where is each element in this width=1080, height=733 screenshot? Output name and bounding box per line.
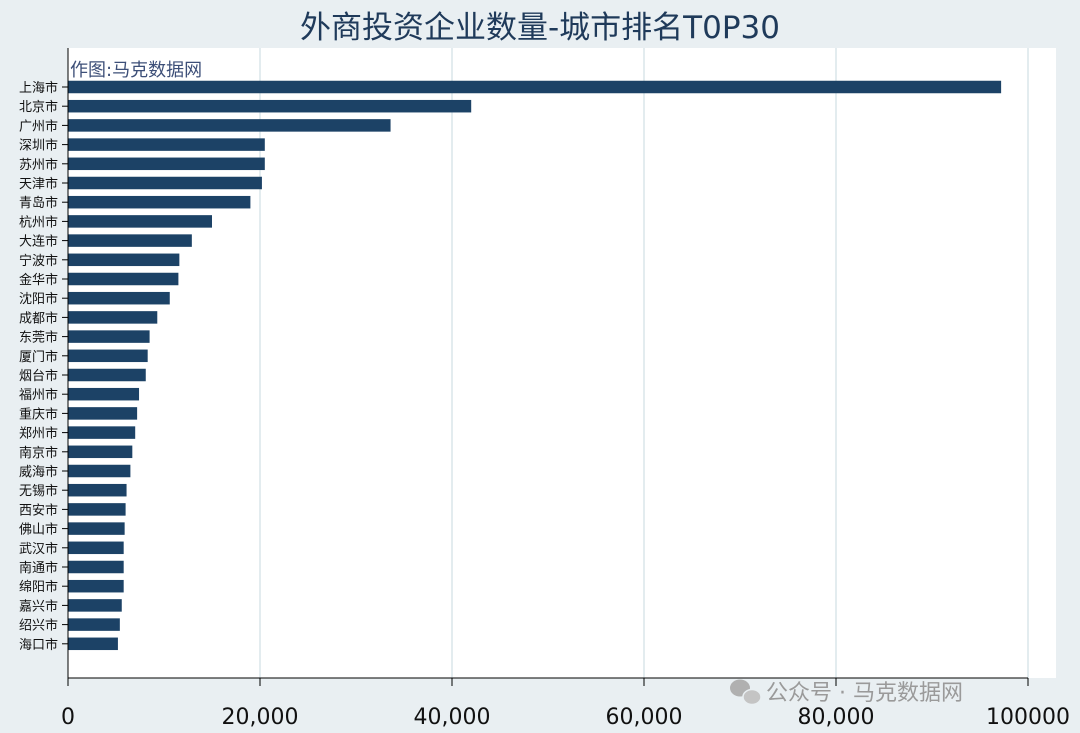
category-label: 嘉兴市: [19, 598, 58, 614]
bar: [68, 426, 136, 439]
category-label: 绍兴市: [19, 618, 58, 634]
bar: [68, 618, 120, 631]
category-label: 天津市: [19, 176, 58, 192]
bar: [68, 541, 124, 555]
chart-note: 作图:马克数据网: [70, 60, 202, 81]
bar: [68, 119, 391, 132]
x-tick-label: 60,000: [606, 705, 683, 730]
bar: [68, 253, 180, 267]
bar: [68, 138, 265, 151]
category-label: 南京市: [19, 445, 58, 461]
category-label: 烟台市: [19, 368, 58, 384]
bar: [68, 637, 118, 651]
category-label: 绵阳市: [19, 579, 58, 595]
chart-title: 外商投资企业数量-城市排名T0P30: [300, 10, 780, 46]
category-label: 西安市: [19, 502, 58, 518]
wechat-icon: [730, 679, 762, 706]
category-label: 无锡市: [19, 483, 58, 499]
category-label: 海口市: [19, 637, 58, 653]
category-label: 上海市: [19, 80, 58, 96]
bar: [68, 387, 140, 401]
watermark-text: 公众号 · 马克数据网: [766, 681, 963, 706]
bar: [68, 215, 212, 228]
category-label: 大连市: [19, 234, 58, 250]
watermark: 公众号 · 马克数据网: [730, 679, 963, 706]
category-label: 杭州市: [19, 214, 58, 230]
bar: [68, 176, 262, 190]
category-label: 福州市: [19, 387, 58, 403]
category-label: 宁波市: [19, 253, 58, 269]
category-label: 武汉市: [19, 541, 58, 557]
bar: [68, 157, 265, 171]
category-label: 郑州市: [19, 426, 58, 442]
bar: [68, 599, 122, 612]
bars: [68, 80, 1002, 651]
bar: [68, 99, 472, 113]
bar: [68, 503, 126, 516]
bar: [68, 579, 124, 593]
x-tick-label: 80,000: [798, 705, 875, 730]
category-label: 厦门市: [19, 349, 58, 365]
bar: [68, 445, 133, 459]
bar: [68, 311, 158, 324]
bar: [68, 195, 251, 209]
category-label: 东莞市: [19, 330, 58, 346]
gridlines: [259, 48, 1029, 678]
x-tick-label: 40,000: [414, 705, 491, 730]
bar: [68, 368, 146, 382]
bar: [68, 522, 125, 535]
x-tick-label: 20,000: [222, 705, 299, 730]
bar: [68, 349, 148, 363]
bar: [68, 464, 131, 478]
x-axis-ticks: 0 20,000 40,000 60,000 80,000 100000: [61, 678, 1070, 730]
category-label: 青岛市: [19, 195, 58, 211]
category-label: 重庆市: [19, 406, 58, 422]
bar: [68, 330, 150, 343]
category-label: 成都市: [19, 310, 58, 326]
category-label: 威海市: [19, 464, 58, 480]
category-label: 南通市: [19, 560, 58, 576]
category-labels: 上海市北京市广州市深圳市苏州市天津市青岛市杭州市大连市宁波市金华市沈阳市成都市东…: [19, 80, 68, 653]
bar: [68, 234, 192, 247]
bar: [68, 80, 1002, 94]
bar: [68, 560, 124, 574]
category-label: 广州市: [19, 118, 58, 134]
bar: [68, 272, 179, 286]
bar: [68, 291, 170, 305]
plot-area: [68, 48, 1056, 678]
category-label: 北京市: [19, 99, 58, 115]
bar: [68, 483, 127, 497]
category-label: 深圳市: [19, 138, 58, 154]
x-tick-label: 0: [61, 705, 75, 730]
x-tick-label: 100000: [986, 705, 1070, 730]
category-label: 沈阳市: [19, 291, 58, 307]
category-label: 金华市: [19, 272, 58, 288]
category-label: 苏州市: [19, 157, 58, 173]
bar: [68, 407, 138, 420]
category-label: 佛山市: [19, 522, 58, 538]
